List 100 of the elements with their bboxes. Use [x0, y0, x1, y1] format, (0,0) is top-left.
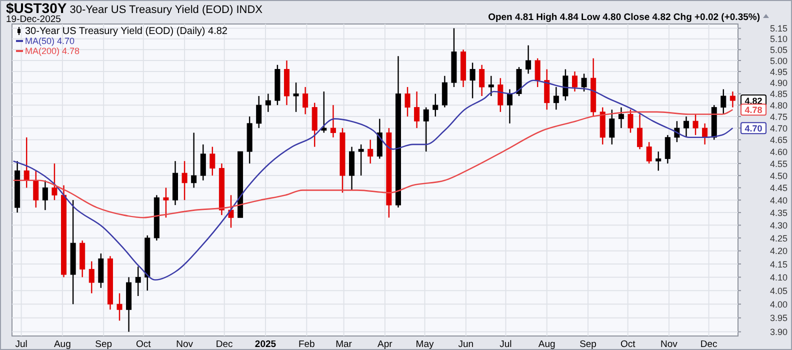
candlestick — [442, 75, 448, 108]
x-tick-label: Aug — [54, 339, 71, 350]
x-tick-label: Aug — [538, 339, 556, 350]
x-tick-label: Sep — [95, 339, 112, 350]
y-tick-label: 4.00 — [770, 299, 788, 310]
candlestick — [116, 292, 122, 322]
candlestick — [200, 144, 206, 182]
candlestick — [135, 266, 141, 297]
candlestick — [553, 86, 559, 110]
candlestick — [683, 116, 689, 138]
candlestick — [628, 109, 634, 134]
x-tick-label: Sep — [580, 339, 596, 350]
y-tick-label: 4.60 — [770, 146, 788, 157]
candlestick — [544, 68, 550, 110]
candlestick — [581, 73, 587, 92]
y-tick-label: 5.05 — [770, 44, 788, 55]
candlestick — [376, 118, 382, 160]
y-tick-label: 4.45 — [770, 183, 788, 194]
line-series — [12, 108, 734, 218]
x-tick-label: Nov — [176, 339, 194, 350]
y-tick-label: 4.95 — [770, 66, 788, 77]
x-tick-label: Oct — [136, 339, 152, 350]
data-label: 4.70 — [744, 123, 762, 134]
candlestick — [191, 132, 197, 188]
candlestick — [488, 75, 494, 97]
candlestick — [646, 141, 652, 164]
candlestick — [526, 44, 532, 74]
candlestick — [664, 134, 670, 164]
candlestick — [256, 95, 262, 129]
chart-subtitle: 19-Dec-2025 — [6, 14, 61, 25]
y-tick-label: 4.10 — [770, 272, 788, 282]
candlestick — [562, 68, 568, 102]
y-tick-label: 4.80 — [770, 100, 788, 110]
x-tick-label: Feb — [298, 339, 315, 350]
x-tick-label: May — [416, 339, 434, 350]
y-tick-label: 4.65 — [770, 135, 788, 146]
candlestick — [720, 88, 726, 115]
y-tick-label: 4.75 — [770, 112, 788, 122]
candlestick — [479, 64, 485, 97]
legend-label: MA(50) 4.70 — [25, 36, 75, 46]
x-tick-label: Nov — [660, 339, 678, 350]
y-tick-label: 4.90 — [770, 78, 788, 88]
legend-label: 30-Year US Treasury Yield (EOD) (Daily) 4.82 — [25, 26, 228, 37]
x-tick-label: Apr — [378, 339, 392, 350]
y-tick-label: 4.55 — [770, 158, 788, 169]
y-tick-label: 4.40 — [770, 195, 788, 206]
y-tick-label: 4.20 — [770, 246, 788, 256]
candlestick — [52, 162, 58, 201]
candlestick — [692, 114, 698, 136]
candlestick — [42, 180, 48, 211]
candlestick — [404, 86, 410, 118]
y-tick-label: 5.15 — [770, 24, 788, 34]
y-tick-label: 3.95 — [770, 313, 788, 324]
candlestick — [423, 106, 429, 152]
candlestick — [414, 90, 420, 129]
x-tick-label: Dec — [700, 339, 718, 350]
x-tick-label: Oct — [620, 339, 636, 350]
candlestick — [321, 90, 327, 134]
y-tick-label: 4.85 — [770, 89, 788, 100]
candlestick — [330, 104, 336, 138]
candlestick — [33, 170, 39, 208]
candlestick — [24, 136, 30, 188]
candlestick — [656, 150, 662, 172]
y-tick-label: 4.25 — [770, 233, 788, 244]
candlestick — [637, 114, 643, 150]
y-tick-label: 5.00 — [770, 56, 788, 66]
legend-label: MA(200) 4.78 — [25, 46, 80, 56]
candlestick — [358, 144, 364, 176]
y-tick-label: 5.10 — [770, 34, 788, 44]
candlestick — [432, 93, 438, 118]
text: Open 4.81 High 4.84 Low 4.80 Close 4.82 Chg +0.02 (+0.35%) — [488, 12, 760, 23]
y-tick-label: 4.05 — [770, 286, 788, 296]
y-tick-label: 4.35 — [770, 208, 788, 218]
y-tick-label: 4.15 — [770, 259, 788, 270]
candlestick — [368, 139, 374, 164]
candlestick — [506, 88, 512, 124]
x-tick-label: Jun — [458, 339, 474, 350]
data-label: 4.78 — [744, 104, 762, 115]
candlestick — [534, 58, 540, 88]
candlestick — [498, 78, 504, 113]
x-tick-label: Jul — [15, 339, 28, 350]
y-tick-label: 4.50 — [770, 170, 788, 181]
candlestick — [609, 109, 615, 146]
x-tick-label: Mar — [336, 339, 352, 350]
candlestick — [293, 82, 299, 113]
candlestick — [98, 252, 104, 288]
candlestick — [312, 102, 318, 148]
candlestick — [210, 146, 216, 176]
x-tick-label: 2025 — [254, 339, 277, 350]
candlestick — [470, 62, 476, 99]
chart-title: $UST30Y 30-Year US Treasury Yield (EOD) INDX — [6, 0, 264, 16]
x-tick-label: Dec — [216, 339, 234, 350]
candlestick — [228, 194, 234, 228]
text: 4.82 — [744, 96, 762, 106]
candlestick — [730, 90, 736, 108]
candlestick — [88, 260, 94, 294]
candlestick — [349, 146, 355, 191]
y-tick-label: 4.30 — [770, 220, 788, 230]
candlestick — [163, 187, 169, 218]
y-tick-label: 3.90 — [770, 327, 788, 338]
